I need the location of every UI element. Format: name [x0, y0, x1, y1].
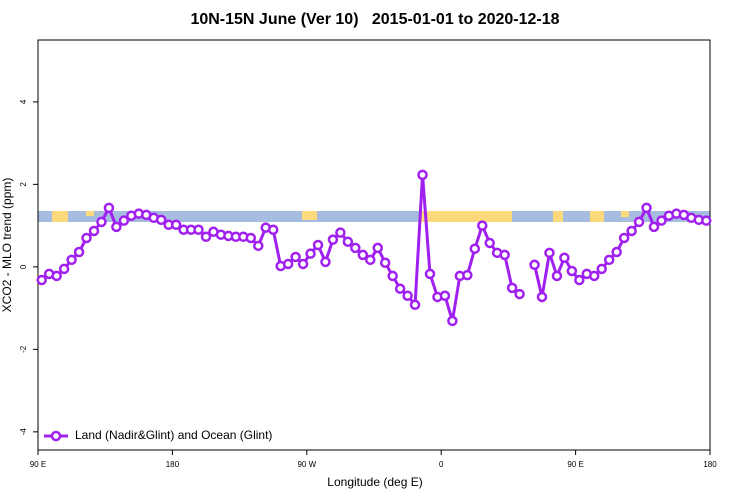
data-point — [36, 274, 47, 286]
data-point — [111, 221, 122, 233]
data-point — [81, 232, 92, 244]
data-point — [701, 215, 712, 226]
data-point — [73, 246, 85, 258]
data-point — [245, 232, 257, 244]
data-point — [103, 202, 115, 214]
data-point — [566, 265, 578, 277]
data-point — [544, 247, 555, 259]
data-point — [88, 225, 100, 237]
data-point — [574, 274, 585, 286]
data-point — [424, 268, 436, 280]
data-point — [66, 254, 77, 266]
data-point — [536, 291, 548, 303]
data-point — [402, 290, 413, 301]
chart-title: 10N-15N June (Ver 10) 2015-01-01 to 2020… — [190, 11, 559, 28]
x-tick-label: 90 E — [567, 460, 583, 469]
data-point — [342, 236, 354, 247]
data-point — [551, 270, 563, 282]
y-tick-label: -4 — [19, 428, 28, 436]
data-point — [297, 258, 309, 270]
data-point — [596, 263, 607, 275]
data-point — [200, 231, 212, 243]
data-point — [58, 263, 70, 275]
data-point — [379, 257, 391, 268]
data-point — [372, 242, 383, 254]
y-tick-label: 2 — [19, 182, 28, 187]
data-point — [648, 221, 660, 233]
data-point — [447, 315, 458, 327]
x-tick-label: 90 W — [297, 460, 316, 469]
data-point — [253, 240, 264, 252]
y-tick-label: -2 — [19, 345, 28, 353]
data-point — [96, 216, 107, 228]
data-point — [365, 254, 376, 266]
data-point — [559, 252, 570, 264]
data-point — [327, 234, 339, 245]
data-point — [305, 248, 316, 259]
data-point — [633, 216, 645, 228]
data-point — [350, 242, 361, 254]
data-point — [484, 237, 495, 249]
data-point — [529, 259, 540, 271]
data-point — [51, 270, 62, 282]
data-point — [618, 232, 630, 244]
x-tick-label: 90 E — [30, 460, 46, 469]
x-tick-label: 180 — [703, 460, 717, 469]
y-axis-label: XCO2 - MLO trend (ppm) — [0, 178, 14, 313]
data-point — [469, 243, 481, 254]
data-point — [514, 288, 525, 300]
data-point — [267, 224, 279, 235]
legend-label: Land (Nadir&Glint) and Ocean (Glint) — [75, 428, 272, 442]
data-point — [394, 283, 406, 294]
data-point — [499, 249, 510, 261]
data-point — [193, 224, 204, 235]
data-point — [118, 215, 130, 226]
data-point — [387, 270, 398, 282]
y-tick-label: 4 — [19, 99, 28, 104]
x-axis-label: Longitude (deg E) — [327, 475, 422, 489]
data-point — [477, 220, 488, 231]
data-point — [641, 202, 652, 214]
data-point — [626, 225, 637, 237]
data-point — [312, 239, 324, 251]
y-tick-label: 0 — [19, 264, 28, 269]
data-point — [589, 270, 600, 282]
map-strip — [38, 211, 710, 222]
data-point — [335, 227, 346, 238]
data-point — [320, 256, 331, 268]
x-tick-label: 180 — [166, 460, 180, 469]
x-tick-label: 0 — [439, 460, 444, 469]
data-point — [282, 258, 294, 270]
data-point — [170, 219, 182, 231]
data-point — [603, 254, 615, 266]
data-point — [656, 215, 667, 226]
data-point — [417, 169, 428, 181]
data-point — [611, 246, 622, 258]
plot-frame — [37, 39, 711, 451]
data-point — [357, 249, 369, 261]
data-point — [506, 282, 518, 294]
data-point — [462, 269, 473, 281]
legend-marker — [50, 430, 62, 442]
data-point — [439, 290, 451, 301]
data-point — [290, 251, 301, 263]
data-point — [155, 214, 167, 226]
data-point — [409, 299, 421, 311]
